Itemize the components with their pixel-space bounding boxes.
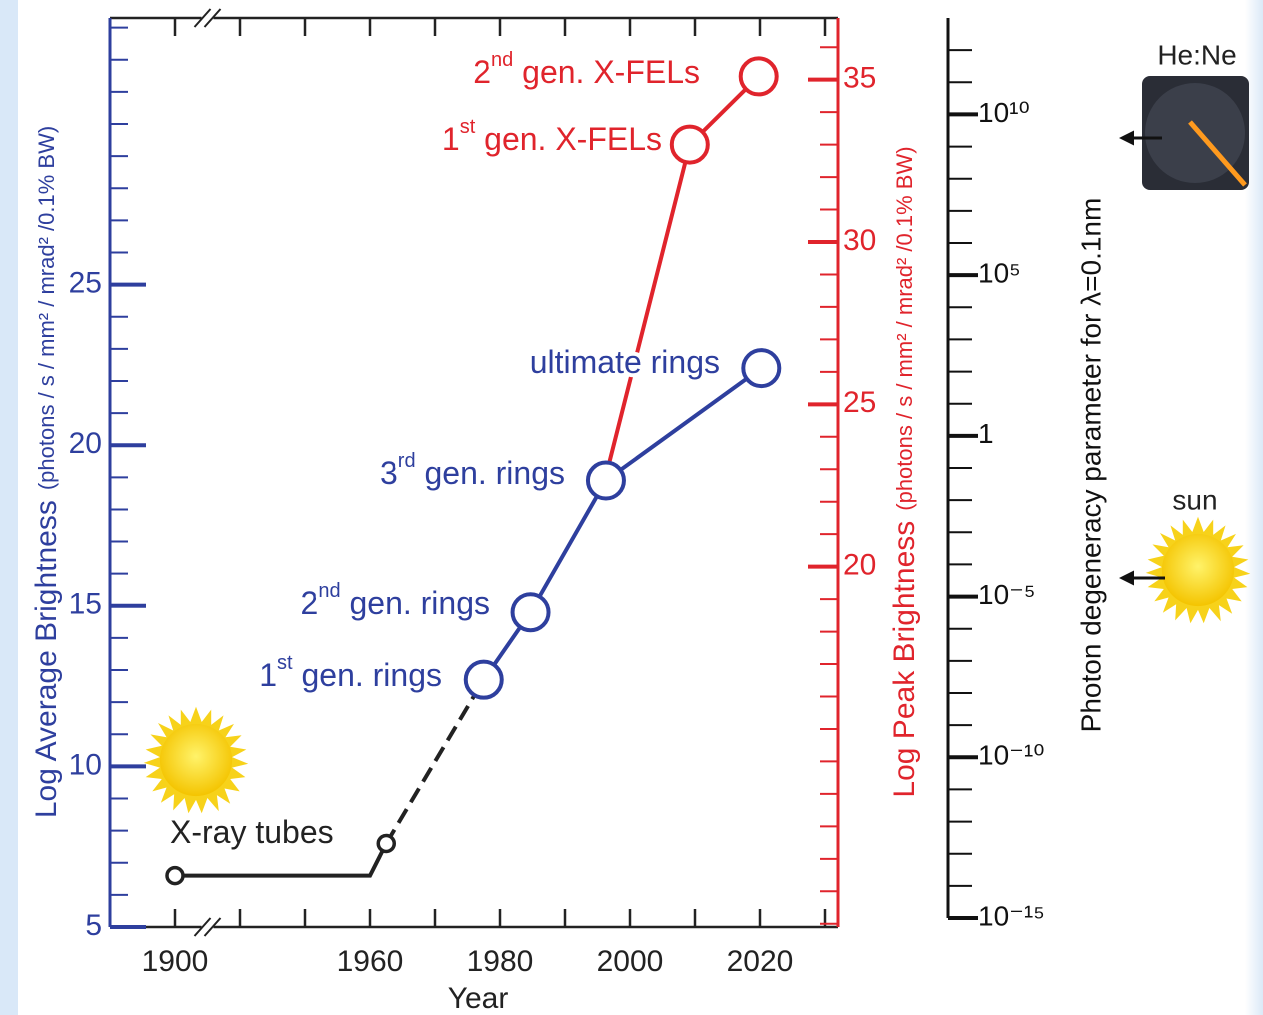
- y-tick-label: 15: [69, 588, 102, 621]
- y-axis-title-main: Log Average Brightness: [30, 500, 63, 818]
- y3-tick-label: 1: [978, 418, 994, 449]
- annotation-text: gen. rings: [416, 455, 565, 491]
- y2-axis-title-main: Log Peak Brightness: [888, 521, 921, 798]
- annotation-suffix: st: [277, 652, 293, 674]
- annotation-text: gen. X-FELs: [513, 54, 700, 90]
- annotation: 3rd gen. rings: [380, 450, 565, 491]
- y-axis-title-units: (photons / s / mm² / mrad² /0.1% BW): [34, 126, 59, 490]
- annotation-text: X-ray tubes: [170, 814, 334, 850]
- annotation: ultimate rings: [530, 344, 720, 380]
- decorations: [143, 76, 1251, 814]
- x-axis-title: Year: [448, 982, 509, 1015]
- y3-tick-label: 10⁵: [978, 258, 1021, 289]
- y3-tick-label: 10⁻¹⁰: [978, 740, 1044, 771]
- annotation: 2nd gen. rings: [301, 580, 490, 621]
- data-point: [669, 124, 710, 165]
- annotation-suffix: nd: [318, 580, 340, 602]
- laser-beam: [1188, 120, 1247, 187]
- annotation-suffix: st: [460, 116, 476, 138]
- annotation: 1st gen. rings: [259, 652, 442, 693]
- annotation-ordinal: 1: [259, 657, 277, 693]
- annotation-ordinal: 1: [442, 121, 460, 157]
- annotation-text: gen. X-FELs: [475, 121, 662, 157]
- laser-label: He:Ne: [1157, 39, 1236, 70]
- y2-tick-label: 20: [843, 549, 876, 582]
- axis-break-mark: [193, 8, 212, 28]
- left-strip: [0, 0, 18, 1015]
- data-point: [165, 865, 185, 886]
- annotation: 1st gen. X-FELs: [442, 116, 662, 157]
- data-point: [510, 592, 551, 633]
- y-tick-label: 5: [85, 909, 102, 942]
- axis-break-mark: [193, 917, 212, 937]
- y2-axis-title: Log Peak Brightness (photons / s / mm² / …: [888, 146, 921, 797]
- annotation-text: ultimate rings: [530, 344, 720, 380]
- series-line: [482, 366, 763, 681]
- right-strip: [1245, 0, 1263, 1015]
- y-tick-label: 25: [69, 267, 102, 300]
- sun-label: sun: [1172, 484, 1217, 515]
- y3-tick-label: 10⁻⁵: [978, 579, 1036, 610]
- axis-break-gap: [201, 13, 214, 23]
- annotation: 2nd gen. X-FELs: [473, 49, 700, 90]
- data-point: [463, 659, 504, 700]
- data-point: [376, 833, 396, 854]
- axis-break-mark: [203, 917, 222, 937]
- y3-axis-title: Photon degeneracy parameter for λ=0.1nm: [1075, 198, 1106, 733]
- axes: 1900 1960 1980 2000 2020 5 10 15 20 25 20 25 30 35 10¹…: [30, 8, 1106, 978]
- y3-tick-label: 10¹⁰: [978, 97, 1030, 128]
- y-tick-label: 20: [69, 427, 102, 460]
- y2-tick-label: 25: [843, 386, 876, 419]
- annotation: X-ray tubes: [170, 814, 334, 850]
- y2-tick-label: 35: [843, 62, 876, 95]
- axis-break-gap: [201, 922, 214, 932]
- annotation-suffix: nd: [491, 49, 513, 71]
- data-point: [738, 56, 779, 97]
- data-point: [741, 348, 782, 389]
- series-line: [175, 842, 389, 878]
- y2-axis-title-units: (photons / s / mm² / mrad² /0.1% BW): [892, 146, 917, 510]
- y-axis-title: Log Average Brightness (photons / s / mm²…: [30, 126, 63, 818]
- series-line: [384, 678, 486, 845]
- y-tick-label: 10: [69, 748, 102, 781]
- annotation-suffix: rd: [398, 450, 416, 472]
- x-tick-label: 1900: [142, 945, 209, 978]
- x-tick-label: 2000: [597, 945, 664, 978]
- data-point: [585, 460, 626, 501]
- annotation-ordinal: 2: [473, 54, 491, 90]
- x-tick-label: 1960: [337, 945, 404, 978]
- annotation-text: gen. rings: [341, 585, 490, 621]
- y3-tick-label: 10⁻¹⁵: [978, 900, 1045, 931]
- annotation-ordinal: 3: [380, 455, 398, 491]
- annotation-ordinal: 2: [301, 585, 319, 621]
- x-tick-label: 1980: [467, 945, 534, 978]
- y2-tick-label: 30: [843, 224, 876, 257]
- axis-break-mark: [203, 8, 222, 28]
- annotation-text: gen. rings: [293, 657, 442, 693]
- x-tick-label: 2020: [727, 945, 794, 978]
